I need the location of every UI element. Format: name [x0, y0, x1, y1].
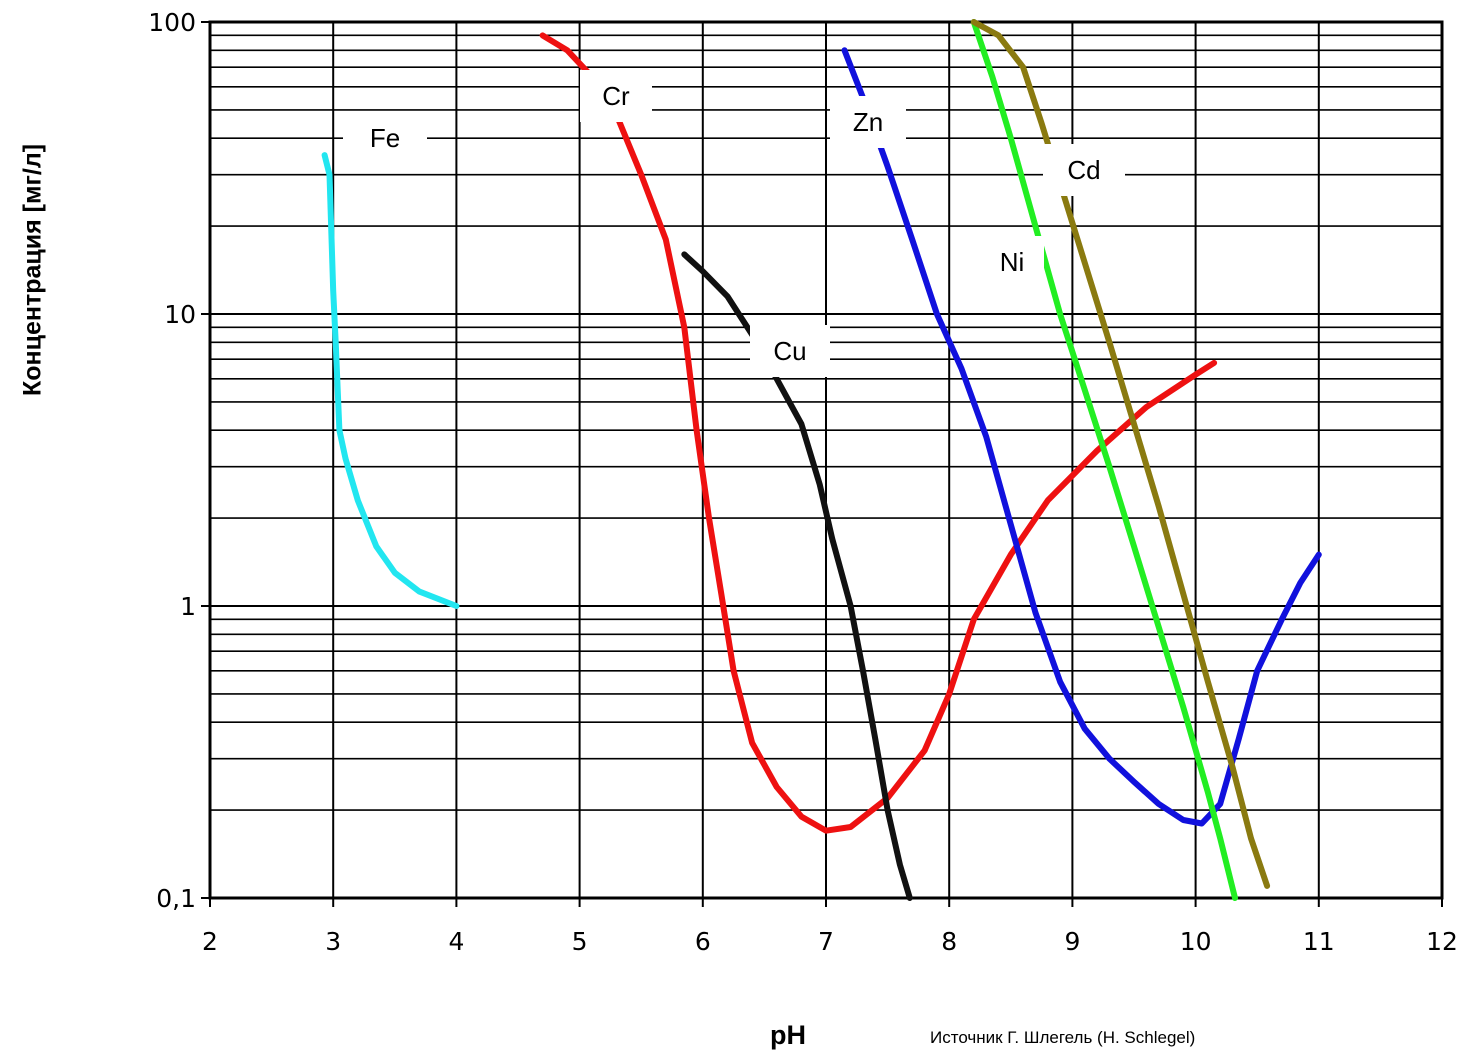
curve-labels: Fe Cr Cu Zn Ni Cd	[343, 70, 1125, 377]
y-axis-title-box: Концентрация [мг/л]	[8, 60, 58, 480]
x-tick-label: 10	[1180, 927, 1212, 956]
source-caption: Источник Г. Шлегель (H. Schlegel)	[930, 1028, 1196, 1047]
x-tick-label: 2	[202, 927, 218, 956]
series-line-fe	[321, 152, 460, 609]
x-tick-label: 9	[1064, 927, 1080, 956]
x-tick-label: 7	[818, 927, 834, 956]
curve-label-cd: Cd	[1043, 144, 1125, 196]
y-tick-label: 1	[180, 592, 196, 621]
curve-label-text: Zn	[853, 107, 883, 137]
curve-label-box	[343, 112, 427, 164]
curve-label-zn: Zn	[830, 96, 906, 148]
x-tick-label: 3	[325, 927, 341, 956]
curve-label-ni: Ni	[980, 236, 1044, 288]
curve-label-text: Ni	[1000, 247, 1025, 277]
y-axis-title: Концентрация [мг/л]	[18, 143, 47, 397]
y-tick-label: 0,1	[156, 884, 196, 913]
curve-label-cu: Cu	[750, 325, 830, 377]
axes: 2 3 4 5 6 7 8 9 10 11 12 0,1 1 10 100	[148, 8, 1458, 956]
x-tick-label: 8	[941, 927, 957, 956]
curve-label-box	[750, 325, 830, 377]
curve-label-box	[830, 96, 906, 148]
x-tick-label: 6	[695, 927, 711, 956]
curve-label-text: Cd	[1067, 155, 1100, 185]
x-tick-label: 11	[1303, 927, 1335, 956]
y-tick-label: 100	[148, 8, 196, 37]
curve-label-text: Cr	[602, 81, 630, 111]
curve-label-box	[580, 70, 652, 122]
series-line-cd	[970, 19, 1271, 889]
series-line-ni	[970, 19, 1238, 901]
curve-label-text: Cu	[773, 336, 806, 366]
curve-label-box	[980, 236, 1044, 288]
series-line-zn	[841, 47, 1322, 827]
x-tick-label: 12	[1426, 927, 1458, 956]
curve-label-box	[1043, 144, 1125, 196]
series-lines	[321, 19, 1322, 901]
curve-label-fe: Fe	[343, 112, 427, 164]
curve-label-text: Fe	[370, 123, 400, 153]
curve-label-cr: Cr	[580, 70, 652, 122]
x-tick-label: 4	[448, 927, 464, 956]
y-tick-label: 10	[164, 300, 196, 329]
x-tick-label: 5	[572, 927, 588, 956]
series-line-cu	[681, 251, 913, 901]
series-line-cr	[539, 32, 1218, 834]
x-axis-title: pH	[770, 1020, 806, 1050]
